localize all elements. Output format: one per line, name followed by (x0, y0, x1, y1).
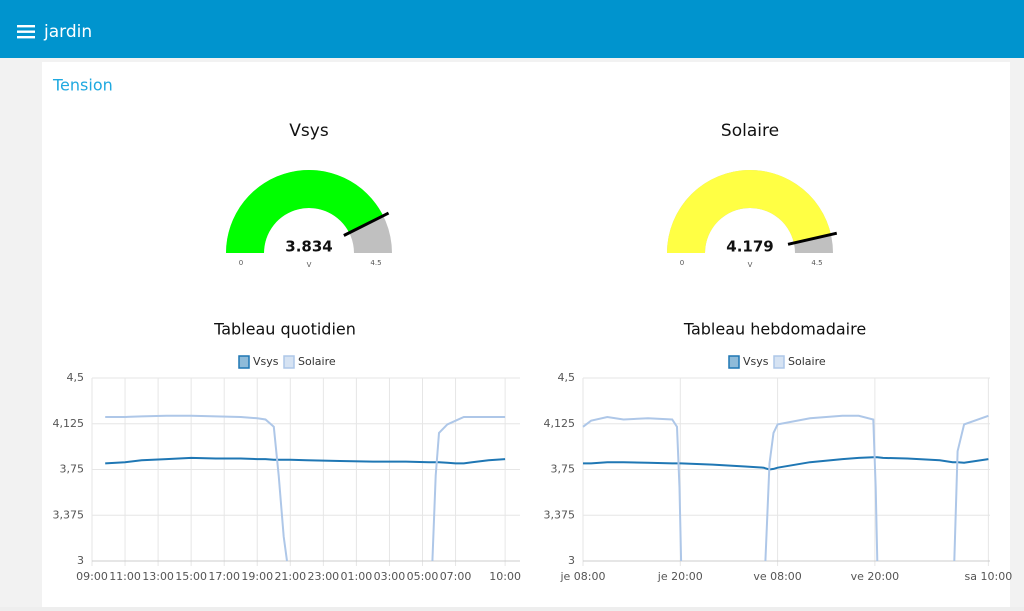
legend-swatch (283, 355, 295, 369)
x-tick-label: 21:00 (274, 570, 306, 583)
gauge-min: 0 (680, 259, 684, 267)
x-tick-label: sa 10:00 (965, 570, 1013, 583)
card (42, 62, 1010, 607)
gauge-title: Vsys (289, 121, 329, 141)
x-tick-label: 10:00 (489, 570, 521, 583)
series-line (105, 414, 506, 562)
legend-label: Vsys (253, 355, 279, 368)
gauge-fill (667, 169, 831, 253)
gauge-max: 4.5 (811, 259, 822, 267)
gauge-units: V (307, 261, 312, 269)
series-line (583, 456, 989, 471)
y-tick-label: 3,75 (551, 463, 576, 476)
series-line (582, 414, 989, 562)
x-tick-label: 23:00 (307, 570, 339, 583)
menu-icon[interactable] (17, 25, 35, 39)
x-tick-label: ve 20:00 (851, 570, 899, 583)
y-tick-label: 3 (77, 554, 84, 567)
x-tick-label: 09:00 (76, 570, 108, 583)
x-tick-label: ve 08:00 (753, 570, 801, 583)
group-title: Tension (52, 76, 113, 95)
y-tick-label: 3,75 (60, 463, 85, 476)
legend-swatch (728, 355, 740, 369)
y-tick-label: 4,125 (53, 417, 85, 430)
x-tick-label: 17:00 (208, 570, 240, 583)
x-tick-label: 15:00 (175, 570, 207, 583)
legend-label: Vsys (743, 355, 769, 368)
chart-title: Tableau quotidien (213, 320, 356, 339)
y-tick-label: 3 (568, 554, 575, 567)
gauge-max: 4.5 (370, 259, 381, 267)
gauge-min: 0 (239, 259, 243, 267)
y-tick-label: 3,375 (544, 508, 576, 521)
gauge-needle (787, 231, 838, 246)
x-tick-label: je 20:00 (657, 570, 703, 583)
x-tick-label: je 08:00 (559, 570, 605, 583)
legend-label: Solaire (788, 355, 826, 368)
chart-title: Tableau hebdomadaire (683, 320, 866, 339)
y-tick-label: 3,375 (53, 508, 85, 521)
x-tick-label: 11:00 (109, 570, 141, 583)
x-tick-label: 07:00 (440, 570, 472, 583)
x-tick-label: 19:00 (241, 570, 273, 583)
x-tick-label: 13:00 (142, 570, 174, 583)
series-line (105, 456, 506, 465)
x-tick-label: 01:00 (341, 570, 373, 583)
toolbar (0, 0, 1024, 58)
gauge-needle (343, 211, 390, 237)
gauge-fill (226, 169, 384, 253)
legend-label: Solaire (298, 355, 336, 368)
y-tick-label: 4,5 (67, 371, 85, 384)
gauge-value: 4.179 (726, 238, 773, 256)
gauge-value: 3.834 (285, 238, 332, 256)
y-tick-label: 4,125 (544, 417, 576, 430)
gauge-units: V (748, 261, 753, 269)
legend-swatch (238, 355, 250, 369)
gauge-title: Solaire (721, 121, 779, 141)
x-tick-label: 03:00 (374, 570, 406, 583)
app-title: jardin (43, 22, 92, 42)
x-tick-label: 05:00 (407, 570, 439, 583)
y-tick-label: 4,5 (558, 371, 576, 384)
legend-swatch (773, 355, 785, 369)
